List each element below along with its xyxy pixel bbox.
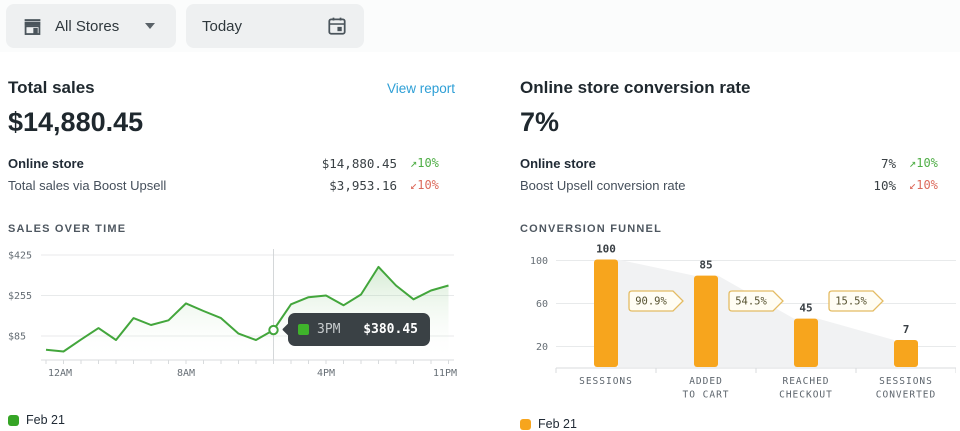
chevron-down-icon — [145, 23, 156, 29]
funnel-shadow-area — [618, 259, 894, 367]
metric-value: $3,953.16 — [329, 177, 397, 193]
metric-label: Total sales via Boost Upsell — [8, 177, 167, 193]
y-axis-tick-label: 20 — [536, 342, 548, 353]
metric-row-boost-upsell: Total sales via Boost Upsell $3,953.16 ↙… — [8, 174, 455, 196]
metric-row-boost-upsell: Boost Upsell conversion rate 10% ↙10% — [520, 174, 954, 196]
y-axis-tick-label: $425 — [8, 251, 32, 262]
y-axis-tick-label: $85 — [8, 332, 26, 343]
funnel-category-label: REACHED — [782, 376, 829, 387]
conversion-funnel-chart[interactable]: 100 60 20 100 85 45 7 90.9% 54.5% 15.5% SESSIONS AD… — [520, 243, 957, 405]
conversion-rate-label: 15.5% — [835, 296, 867, 308]
sales-chart-wrap: $425 $255 $85 12AM 8AM 4PM 11PM 3PM $380.45 — [8, 243, 457, 391]
x-axis-tick-label: 8AM — [177, 368, 195, 379]
metric-change: ↗10% — [410, 156, 439, 170]
total-sales-value: $14,880.45 — [8, 107, 144, 137]
x-axis-tick-label: 12AM — [48, 368, 72, 379]
funnel-category-label: ADDED — [689, 376, 723, 387]
funnel-category-label: SESSIONS — [579, 376, 633, 387]
sales-over-time-heading: SALES OVER TIME — [8, 223, 127, 235]
conversion-rate-badge — [828, 290, 884, 312]
tooltip-time: 3PM — [317, 322, 341, 337]
metric-row-online-store: Online store $14,880.45 ↗10% — [8, 152, 455, 174]
y-axis-tick-label: $255 — [8, 291, 32, 302]
date-selector-label: Today — [202, 17, 243, 35]
x-axis-tick-label: 11PM — [433, 368, 457, 379]
conversion-rate-label: 90.9% — [635, 296, 667, 308]
trend-down-icon: ↙ — [909, 178, 917, 192]
chart-tooltip: 3PM $380.45 — [288, 313, 430, 346]
trend-up-icon: ↗ — [410, 156, 418, 170]
metric-value: 7% — [880, 155, 896, 171]
metric-label: Online store — [520, 155, 596, 171]
total-sales-title: Total sales — [8, 78, 95, 97]
funnel-category-label: CONVERTED — [876, 390, 936, 401]
x-axis-tick-label: 4PM — [317, 368, 335, 379]
store-selector-button[interactable]: All Stores — [6, 4, 176, 48]
funnel-bar[interactable] — [894, 340, 918, 367]
panel-header: Online store conversion rate — [520, 78, 954, 98]
conversion-rate-badge — [628, 290, 684, 312]
bar-value-label: 45 — [799, 302, 812, 315]
conversion-metric-rows: Online store 7% ↗10% Boost Upsell conver… — [520, 152, 954, 196]
funnel-category-label: TO CART — [682, 390, 729, 401]
metric-change: ↙10% — [909, 178, 938, 192]
legend-label: Feb 21 — [538, 417, 577, 431]
topbar: All Stores Today — [0, 0, 960, 52]
y-axis-tick-label: 60 — [536, 299, 548, 310]
tooltip-series-marker — [298, 324, 309, 335]
y-axis-tick-label: 100 — [530, 256, 548, 267]
panel-header: Total sales View report — [8, 78, 455, 98]
calendar-icon — [328, 17, 346, 35]
view-report-link[interactable]: View report — [386, 81, 455, 96]
metric-change: ↗10% — [909, 156, 938, 170]
funnel-bar[interactable] — [794, 318, 818, 367]
sales-metric-rows: Online store $14,880.45 ↗10% Total sales… — [8, 152, 455, 196]
highlight-point-marker[interactable] — [268, 324, 279, 336]
bar-value-label: 100 — [596, 243, 616, 256]
metric-label: Online store — [8, 155, 84, 171]
metric-value: $14,880.45 — [321, 155, 397, 171]
metric-change: ↙10% — [410, 178, 439, 192]
conversion-rate-badge — [728, 290, 784, 312]
store-selector-label: All Stores — [55, 17, 120, 35]
conversion-rate-label: 54.5% — [735, 296, 767, 308]
metric-row-online-store: Online store 7% ↗10% — [520, 152, 954, 174]
legend-label: Feb 21 — [26, 413, 65, 427]
funnel-bar[interactable] — [594, 259, 618, 368]
total-sales-panel: Total sales View report $14,880.45 Onlin… — [8, 78, 457, 431]
funnel-category-label: CHECKOUT — [779, 390, 833, 401]
funnel-chart-wrap: 100 60 20 100 85 45 7 90.9% 54.5% 15.5% SESSIONS AD… — [520, 243, 957, 405]
funnel-category-label: SESSIONS — [879, 376, 933, 387]
funnel-bar[interactable] — [694, 275, 718, 367]
legend-swatch-green — [8, 414, 19, 426]
conversion-funnel-heading: CONVERSION FUNNEL — [520, 223, 663, 235]
trend-down-icon: ↙ — [410, 178, 418, 192]
legend-swatch-orange — [520, 418, 531, 430]
date-selector-button[interactable]: Today — [186, 4, 364, 48]
metric-value: 10% — [873, 177, 896, 193]
dashboard-content: Total sales View report $14,880.45 Onlin… — [0, 52, 960, 431]
conversion-rate-value: 7% — [520, 107, 560, 137]
sales-line[interactable] — [45, 265, 449, 353]
bar-value-label: 85 — [699, 259, 712, 272]
sales-legend: Feb 21 — [8, 413, 455, 427]
conversion-rate-title: Online store conversion rate — [520, 78, 751, 97]
funnel-legend: Feb 21 — [520, 417, 954, 431]
trend-up-icon: ↗ — [909, 156, 917, 170]
storefront-icon — [24, 18, 41, 35]
tooltip-value: $380.45 — [363, 322, 418, 337]
conversion-rate-panel: Online store conversion rate 7% Online s… — [520, 78, 957, 431]
bar-value-label: 7 — [903, 323, 910, 336]
metric-label: Boost Upsell conversion rate — [520, 177, 686, 193]
